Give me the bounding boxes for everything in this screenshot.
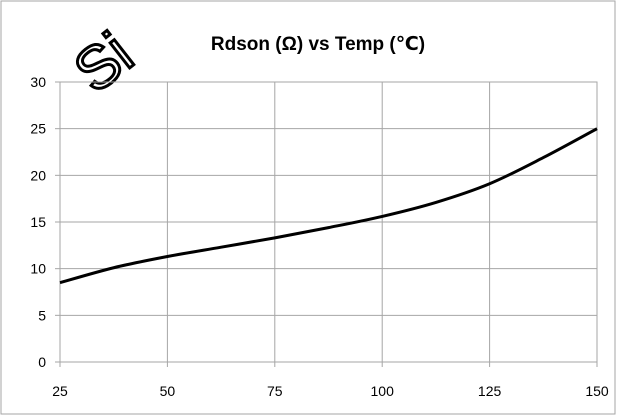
y-tick-label: 30 xyxy=(30,74,46,90)
y-tick-label: 5 xyxy=(38,307,46,323)
chart-title: Rdson (Ω) vs Temp (℃) xyxy=(211,34,425,55)
y-tick-label: 15 xyxy=(30,214,46,230)
y-tick-label: 25 xyxy=(30,121,46,137)
x-tick-label: 75 xyxy=(267,383,283,399)
y-tick-label: 0 xyxy=(38,354,46,370)
x-tick-label: 125 xyxy=(478,383,502,399)
x-tick-label: 25 xyxy=(52,383,68,399)
tick-labels: 0 5 10 15 20 25 30 25 50 75 100 125 150 xyxy=(30,74,608,399)
x-tick-label: 50 xyxy=(160,383,176,399)
series-layer xyxy=(59,127,598,285)
y-tick-label: 20 xyxy=(30,167,46,183)
chart-border xyxy=(0,0,616,415)
y-tick-label: 10 xyxy=(30,261,46,277)
x-tick-label: 150 xyxy=(585,383,609,399)
x-tick-label: 100 xyxy=(371,383,395,399)
series-line xyxy=(59,127,598,285)
